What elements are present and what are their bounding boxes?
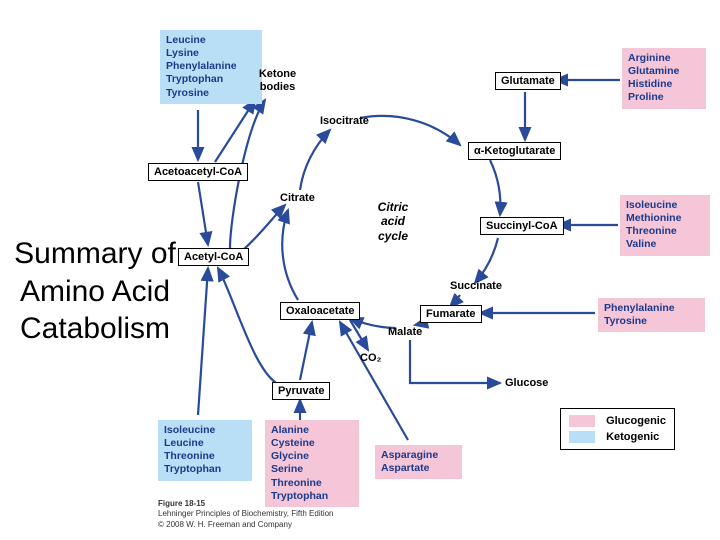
figure-caption: Figure 18-15 Lehninger Principles of Bio…: [158, 499, 334, 530]
node-co2: CO₂: [360, 352, 381, 365]
aa-group-oaa: Asparagine Aspartate: [375, 445, 462, 479]
aa-group-pyruvate: Alanine Cysteine Glycine Serine Threonin…: [265, 420, 359, 507]
node-isocitrate: Isocitrate: [320, 115, 369, 128]
node-ketone-bodies: Ketonebodies: [250, 68, 305, 94]
aa-group-keto-bottom: Isoleucine Leucine Threonine Tryptophan: [158, 420, 252, 481]
node-acetyl: Acetyl-CoA: [178, 248, 249, 266]
node-oxaloacetate: Oxaloacetate: [280, 302, 360, 320]
legend: Glucogenic Ketogenic: [560, 408, 675, 450]
aa-group-glutamate: Arginine Glutamine Histidine Proline: [622, 48, 706, 109]
node-fumarate: Fumarate: [420, 305, 482, 323]
node-pyruvate: Pyruvate: [272, 382, 330, 400]
aa-group-keto-top: Leucine Lysine Phenylalanine Tryptophan …: [160, 30, 262, 104]
node-succinyl: Succinyl-CoA: [480, 217, 564, 235]
legend-label-keto: Ketogenic: [606, 431, 659, 443]
node-glucose: Glucose: [505, 377, 548, 390]
node-acetoacetyl: Acetoacetyl-CoA: [148, 163, 248, 181]
page-title: Summary of Amino Acid Catabolism: [5, 235, 185, 348]
legend-label-gluco: Glucogenic: [606, 415, 666, 427]
node-akg: α-Ketoglutarate: [468, 142, 561, 160]
node-citrate: Citrate: [280, 192, 315, 205]
aa-group-succinyl: Isoleucine Methionine Threonine Valine: [620, 195, 710, 256]
node-succinate: Succinate: [450, 280, 502, 293]
node-glutamate: Glutamate: [495, 72, 561, 90]
aa-group-fumarate: Phenylalanine Tyrosine: [598, 298, 705, 332]
legend-swatch-gluco: [569, 415, 595, 427]
legend-swatch-keto: [569, 431, 595, 443]
cycle-label: Citricacidcycle: [368, 200, 418, 243]
node-malate: Malate: [388, 326, 422, 339]
